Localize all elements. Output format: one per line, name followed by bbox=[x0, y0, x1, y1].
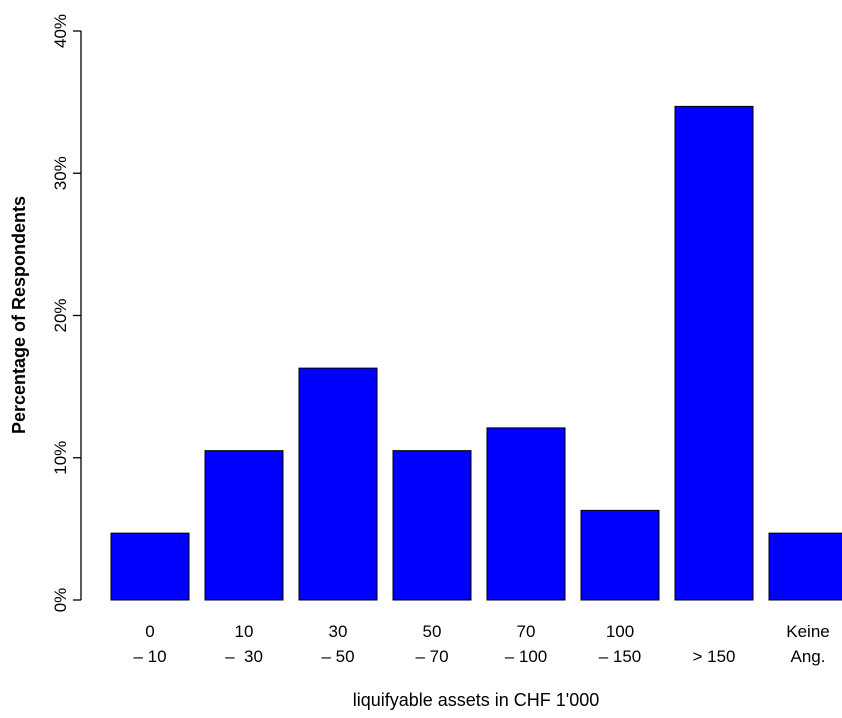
bars bbox=[110, 105, 842, 601]
y-tick-label: 0% bbox=[51, 588, 70, 613]
y-axis-title: Percentage of Respondents bbox=[9, 196, 29, 434]
x-axis-labels: 0 – 10 10 – 30 30 – 50 50 – 70 70 – 100 100 – 150 > … bbox=[133, 622, 829, 666]
x-tick-label: Keine bbox=[786, 622, 829, 641]
y-tick-label: 40% bbox=[51, 14, 70, 48]
y-tick-label: 10% bbox=[51, 441, 70, 475]
bar bbox=[110, 532, 190, 601]
x-tick-label: 30 bbox=[329, 622, 348, 641]
bar bbox=[392, 450, 472, 601]
bar bbox=[580, 509, 660, 601]
x-tick-label: > 150 bbox=[692, 647, 735, 666]
x-tick-label: 10 bbox=[235, 622, 254, 641]
x-tick-label: – 50 bbox=[321, 647, 354, 666]
x-tick-label: – 10 bbox=[133, 647, 166, 666]
x-tick-label: 0 bbox=[145, 622, 154, 641]
bar bbox=[486, 427, 566, 601]
x-tick-label: 70 bbox=[517, 622, 536, 641]
bar bbox=[298, 367, 378, 601]
x-tick-label: – 30 bbox=[225, 647, 263, 666]
bar bbox=[674, 105, 754, 601]
x-tick-label: – 70 bbox=[415, 647, 448, 666]
x-axis-title: liquifyable assets in CHF 1'000 bbox=[353, 690, 600, 710]
bar bbox=[768, 532, 842, 601]
x-tick-label: 100 bbox=[606, 622, 634, 641]
y-axis: 0% 10% 20% 30% 40% bbox=[51, 14, 82, 613]
bar bbox=[204, 450, 284, 601]
y-tick-label: 30% bbox=[51, 156, 70, 190]
x-tick-label: – 150 bbox=[599, 647, 642, 666]
x-tick-label: – 100 bbox=[505, 647, 548, 666]
y-tick-label: 20% bbox=[51, 298, 70, 332]
x-tick-label: Ang. bbox=[791, 647, 826, 666]
x-tick-label: 50 bbox=[423, 622, 442, 641]
